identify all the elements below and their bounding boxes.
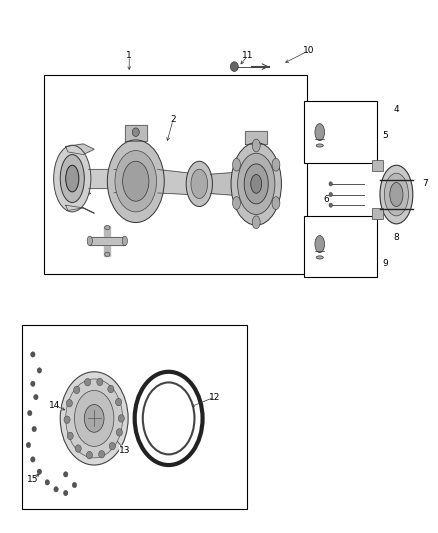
- Polygon shape: [88, 169, 129, 188]
- Circle shape: [74, 386, 80, 393]
- Text: 7: 7: [422, 180, 428, 188]
- Polygon shape: [114, 169, 129, 193]
- Circle shape: [31, 457, 35, 462]
- Ellipse shape: [143, 383, 194, 454]
- Text: 11: 11: [242, 52, 253, 60]
- Ellipse shape: [251, 175, 261, 193]
- Circle shape: [118, 415, 124, 422]
- Circle shape: [99, 450, 105, 458]
- Circle shape: [329, 182, 332, 186]
- Circle shape: [109, 442, 115, 450]
- Circle shape: [45, 480, 49, 485]
- Text: 1: 1: [126, 52, 132, 60]
- Circle shape: [54, 487, 58, 492]
- Ellipse shape: [191, 169, 208, 199]
- Bar: [22, 325, 247, 509]
- Circle shape: [67, 432, 73, 440]
- Ellipse shape: [252, 139, 260, 152]
- Circle shape: [26, 442, 31, 448]
- Text: 6: 6: [323, 196, 329, 204]
- Polygon shape: [104, 226, 110, 256]
- Text: 12: 12: [209, 393, 220, 401]
- Circle shape: [97, 378, 103, 386]
- Circle shape: [66, 400, 72, 407]
- Circle shape: [37, 368, 42, 373]
- Polygon shape: [125, 125, 147, 141]
- Text: 2: 2: [170, 116, 176, 124]
- Ellipse shape: [54, 145, 91, 212]
- Circle shape: [230, 62, 238, 71]
- Ellipse shape: [122, 236, 127, 246]
- Text: 9: 9: [382, 260, 389, 268]
- Ellipse shape: [390, 182, 403, 207]
- Ellipse shape: [380, 165, 413, 224]
- Circle shape: [37, 469, 42, 474]
- Polygon shape: [245, 131, 267, 144]
- Ellipse shape: [60, 372, 128, 465]
- Ellipse shape: [66, 379, 123, 458]
- Text: 15: 15: [27, 475, 39, 484]
- Ellipse shape: [384, 173, 408, 216]
- Circle shape: [86, 451, 92, 459]
- Text: 10: 10: [303, 46, 314, 55]
- Ellipse shape: [272, 197, 280, 209]
- Circle shape: [32, 426, 36, 432]
- Text: 13: 13: [119, 446, 131, 455]
- Circle shape: [116, 429, 122, 436]
- Ellipse shape: [233, 158, 240, 171]
- Circle shape: [31, 352, 35, 357]
- Ellipse shape: [60, 155, 84, 203]
- Bar: [304, 216, 377, 277]
- Ellipse shape: [84, 405, 104, 432]
- Circle shape: [64, 416, 70, 423]
- Circle shape: [329, 203, 332, 207]
- Ellipse shape: [272, 158, 280, 171]
- Text: 3: 3: [74, 190, 80, 199]
- Ellipse shape: [237, 153, 275, 214]
- Polygon shape: [66, 144, 94, 155]
- Text: 5: 5: [382, 132, 389, 140]
- Circle shape: [75, 445, 81, 453]
- Polygon shape: [66, 205, 94, 213]
- Ellipse shape: [316, 256, 323, 259]
- Circle shape: [28, 410, 32, 416]
- Ellipse shape: [105, 252, 110, 256]
- Ellipse shape: [123, 161, 149, 201]
- Circle shape: [329, 192, 332, 197]
- Ellipse shape: [233, 197, 240, 209]
- Ellipse shape: [107, 140, 164, 223]
- Ellipse shape: [105, 225, 110, 230]
- Circle shape: [116, 398, 122, 406]
- Circle shape: [108, 385, 114, 393]
- Circle shape: [132, 128, 139, 136]
- Circle shape: [64, 490, 68, 496]
- Ellipse shape: [135, 372, 202, 465]
- Text: 14: 14: [49, 401, 60, 409]
- Polygon shape: [158, 169, 191, 195]
- Ellipse shape: [87, 236, 92, 246]
- Ellipse shape: [244, 164, 268, 204]
- Circle shape: [34, 394, 38, 400]
- Ellipse shape: [115, 150, 157, 212]
- Ellipse shape: [74, 390, 114, 447]
- Circle shape: [72, 482, 77, 488]
- Text: 8: 8: [393, 233, 399, 241]
- Circle shape: [64, 472, 68, 477]
- Bar: [372, 160, 383, 171]
- Polygon shape: [210, 172, 239, 196]
- Ellipse shape: [315, 236, 325, 253]
- Ellipse shape: [231, 142, 281, 225]
- Ellipse shape: [316, 144, 323, 147]
- Ellipse shape: [315, 124, 325, 141]
- Ellipse shape: [186, 161, 212, 206]
- Circle shape: [85, 378, 91, 386]
- Text: 4: 4: [394, 105, 399, 114]
- Circle shape: [31, 381, 35, 386]
- Bar: [304, 101, 377, 163]
- Bar: [44, 75, 307, 274]
- Polygon shape: [90, 237, 125, 245]
- Bar: [372, 208, 383, 219]
- Ellipse shape: [252, 216, 260, 229]
- Ellipse shape: [66, 165, 79, 192]
